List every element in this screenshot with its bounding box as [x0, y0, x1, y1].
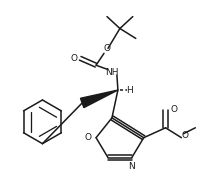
- Text: N: N: [128, 162, 135, 171]
- Text: H: H: [126, 86, 133, 94]
- Text: O: O: [182, 131, 189, 140]
- Text: O: O: [85, 133, 92, 142]
- Text: NH: NH: [105, 68, 119, 77]
- Text: O: O: [103, 44, 111, 53]
- Text: O: O: [71, 54, 78, 63]
- Polygon shape: [80, 90, 118, 108]
- Text: O: O: [170, 105, 177, 114]
